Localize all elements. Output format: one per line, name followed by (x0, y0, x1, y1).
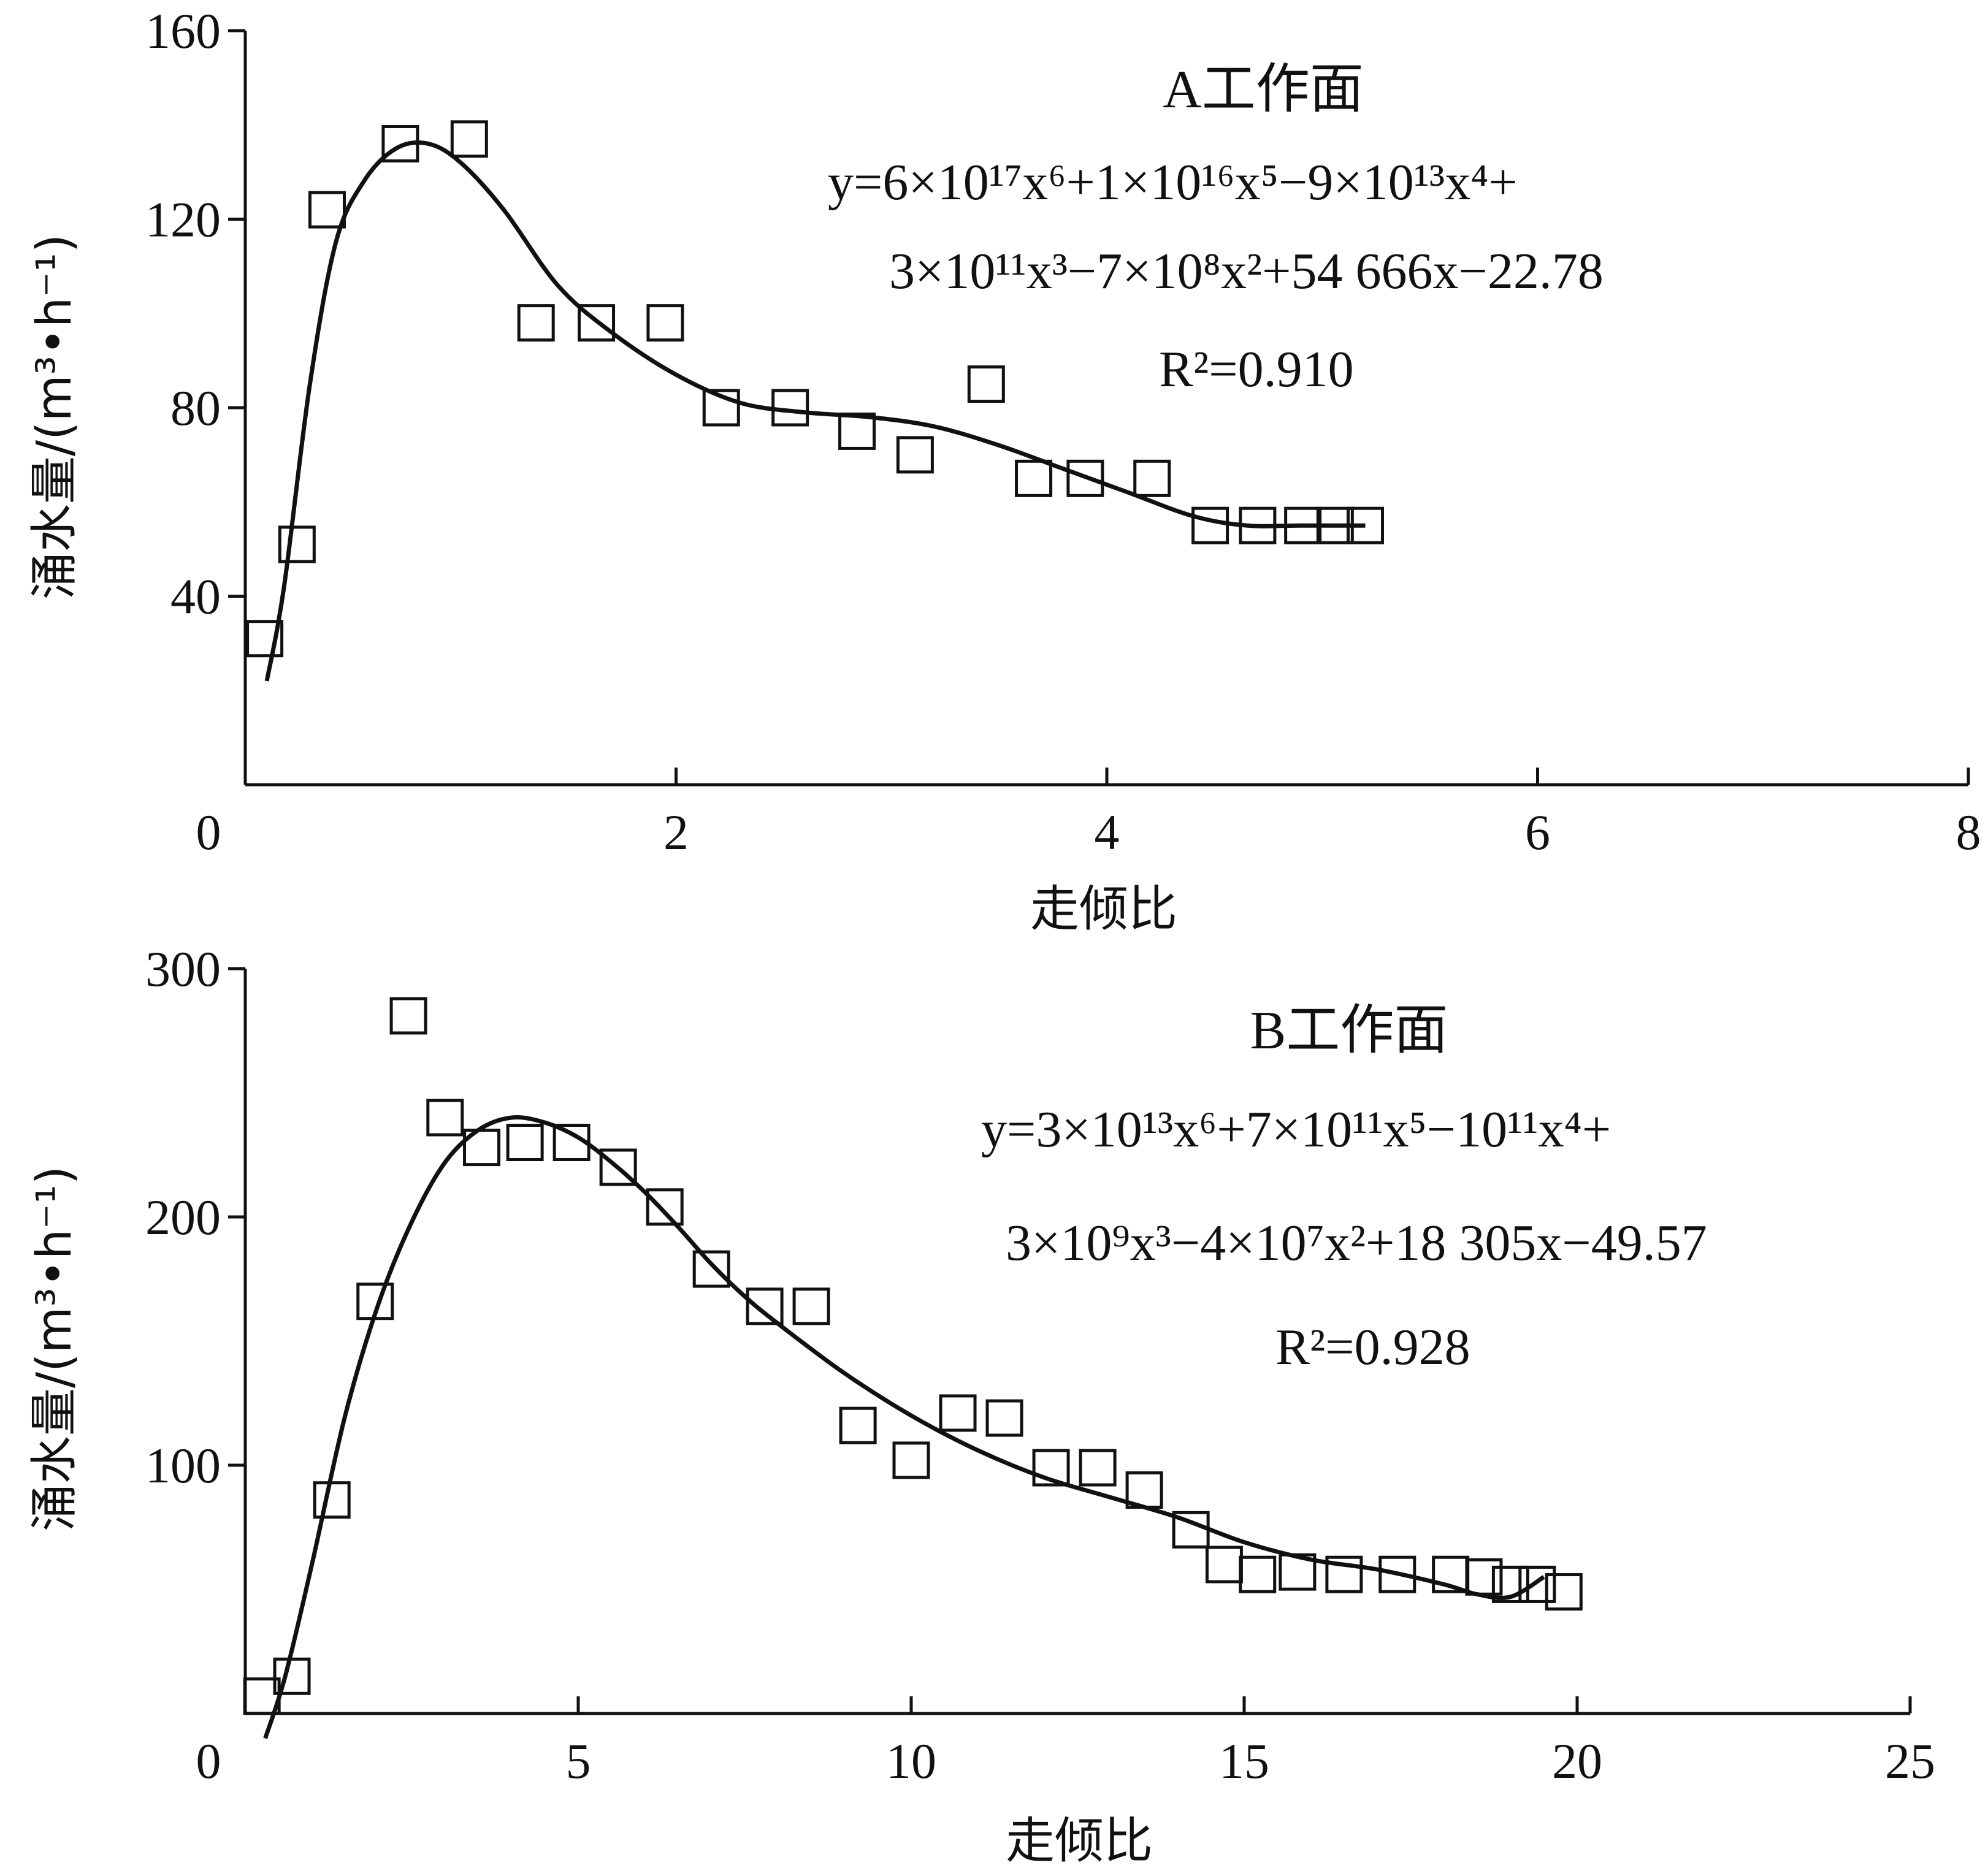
chart-b-data-point (646, 1188, 684, 1226)
chart-b-data-point (1491, 1565, 1529, 1603)
chart-a-data-point (1066, 459, 1104, 497)
chart-b-data-point (892, 1441, 930, 1479)
chart-b-data-point (389, 997, 427, 1035)
chart-b-data-point (985, 1399, 1023, 1437)
chart-b-title: B工作面 (1250, 1001, 1448, 1061)
chart-a-data-point (967, 365, 1005, 403)
chart-a-y-tick-label: 120 (145, 192, 221, 248)
chart-b-x-label: 走倾比 (1006, 1812, 1153, 1868)
chart-a-y-tick-label: 160 (145, 3, 221, 59)
chart-a-data-point (246, 620, 284, 658)
chart-a-title: A工作面 (1163, 60, 1364, 120)
chart-a-x-tick-label: 8 (1956, 804, 1981, 860)
chart-a-data-point (838, 412, 876, 450)
chart-b-fit-curve (263, 1115, 1545, 1739)
chart-a-data-point (1191, 506, 1229, 544)
chart-a-r2: R²=0.910 (1159, 341, 1354, 398)
chart-b-data-point (273, 1657, 311, 1695)
chart-b-data-point (1079, 1449, 1117, 1487)
chart-b-data-point (1378, 1555, 1416, 1593)
chart-b-data-point (1545, 1573, 1583, 1611)
chart-a-data-point (578, 304, 616, 342)
chart-a-x-tick-label: 6 (1525, 804, 1550, 860)
chart-a-data-point (278, 525, 316, 563)
chart-a: 0 2 4 6 8 40 80 120 160 A工作面 y=6×10¹⁷x⁶+1×10¹⁶x⁵… (27, 3, 1981, 937)
chart-b-x-tick-label: 15 (1219, 1733, 1269, 1789)
chart-b-data-point (792, 1287, 830, 1325)
chart-b-x-tick-label: 25 (1885, 1733, 1935, 1789)
chart-a-y-label: 涌水量/(m³•h⁻¹) (27, 234, 82, 600)
chart-b-x-tick-label: 20 (1552, 1733, 1602, 1789)
chart-b-data-point (1465, 1558, 1503, 1596)
chart-b-y-tick-label: 200 (145, 1189, 221, 1245)
chart-b-data-point (1518, 1565, 1556, 1603)
chart-b-x-tick-label: 0 (196, 1733, 221, 1789)
chart-b-equation-line1: y=3×10¹³x⁶+7×10¹¹x⁵−10¹¹x⁴+ (981, 1101, 1611, 1158)
chart-b-data-point (1205, 1546, 1243, 1584)
chart-b-data-point (1032, 1449, 1070, 1487)
chart-b-data-point (426, 1099, 464, 1137)
chart-b: 0 5 10 15 20 25 100 200 300 B工作面 y=3×10¹³x⁶+7×10… (27, 941, 1935, 1868)
chart-a-x-tick-label: 0 (196, 804, 221, 860)
chart-b-data-point (1325, 1555, 1363, 1593)
chart-a-ticks: 0 2 4 6 8 40 80 120 160 (145, 3, 1981, 860)
chart-b-data-point (313, 1481, 351, 1519)
chart-b-x-tick-label: 5 (566, 1733, 591, 1789)
chart-a-data-point (517, 304, 555, 342)
chart-a-x-tick-label: 4 (1095, 804, 1120, 860)
chart-a-data-point (1133, 459, 1171, 497)
chart-b-x-tick-label: 10 (886, 1733, 936, 1789)
chart-b-data-point (599, 1148, 637, 1186)
chart-a-y-tick-label: 40 (170, 569, 221, 625)
chart-a-data-point (896, 436, 934, 474)
chart-a-x-label: 走倾比 (1030, 880, 1177, 937)
chart-b-ticks: 0 5 10 15 20 25 100 200 300 (145, 941, 1935, 1789)
chart-b-data-point (939, 1394, 977, 1432)
chart-b-equation-line2: 3×10⁹x³−4×10⁷x²+18 305x−49.57 (1006, 1214, 1707, 1271)
chart-a-equation-line2: 3×10¹¹x³−7×10⁸x²+54 666x−22.78 (889, 243, 1604, 300)
chart-b-data-point (692, 1250, 730, 1288)
chart-b-y-tick-label: 100 (145, 1438, 221, 1493)
chart-a-x-tick-label: 2 (663, 804, 689, 860)
chart-b-data-point (1239, 1555, 1277, 1593)
chart-b-r2: R²=0.928 (1275, 1319, 1470, 1376)
chart-a-fit-curve (264, 140, 1366, 682)
chart-a-y-tick-label: 80 (170, 380, 221, 436)
chart-b-data-point (506, 1124, 544, 1161)
chart-a-points (246, 120, 1384, 658)
chart-b-y-tick-label: 300 (145, 941, 221, 997)
chart-a-data-point (1015, 459, 1053, 497)
chart-a-equation-line1: y=6×10¹⁷x⁶+1×10¹⁶x⁵−9×10¹³x⁴+ (828, 154, 1518, 211)
chart-a-data-point (646, 304, 684, 342)
chart-b-data-point (839, 1406, 877, 1444)
chart-a-data-point (702, 389, 740, 427)
chart-b-points (243, 997, 1583, 1715)
chart-b-y-label: 涌水量/(m³•h⁻¹) (27, 1166, 82, 1531)
chart-a-data-point (308, 191, 346, 229)
chart-a-data-point (450, 120, 488, 158)
chart-b-data-point (746, 1287, 784, 1325)
